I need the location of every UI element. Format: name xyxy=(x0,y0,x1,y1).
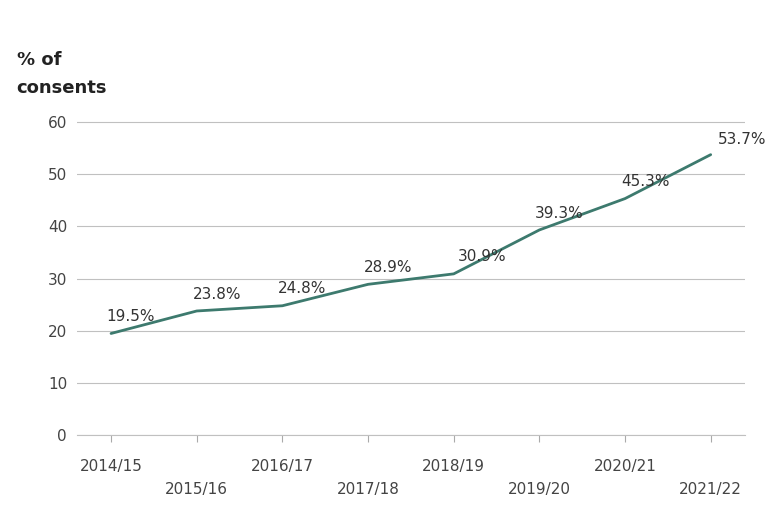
Text: 23.8%: 23.8% xyxy=(193,287,241,302)
Text: 28.9%: 28.9% xyxy=(364,260,412,275)
Text: 2015/16: 2015/16 xyxy=(165,483,228,498)
Text: 39.3%: 39.3% xyxy=(535,205,584,220)
Text: 45.3%: 45.3% xyxy=(621,174,669,189)
Text: 2018/19: 2018/19 xyxy=(422,459,485,474)
Text: 2019/20: 2019/20 xyxy=(508,483,571,498)
Text: 19.5%: 19.5% xyxy=(107,309,155,324)
Text: 2021/22: 2021/22 xyxy=(679,483,742,498)
Text: 53.7%: 53.7% xyxy=(717,132,766,147)
Text: 2020/21: 2020/21 xyxy=(594,459,657,474)
Text: 2014/15: 2014/15 xyxy=(80,459,143,474)
Text: 2017/18: 2017/18 xyxy=(336,483,399,498)
Text: consents: consents xyxy=(17,79,108,97)
Text: 24.8%: 24.8% xyxy=(278,281,326,296)
Text: % of: % of xyxy=(17,52,61,70)
Text: 30.9%: 30.9% xyxy=(458,250,507,264)
Text: 2016/17: 2016/17 xyxy=(251,459,314,474)
